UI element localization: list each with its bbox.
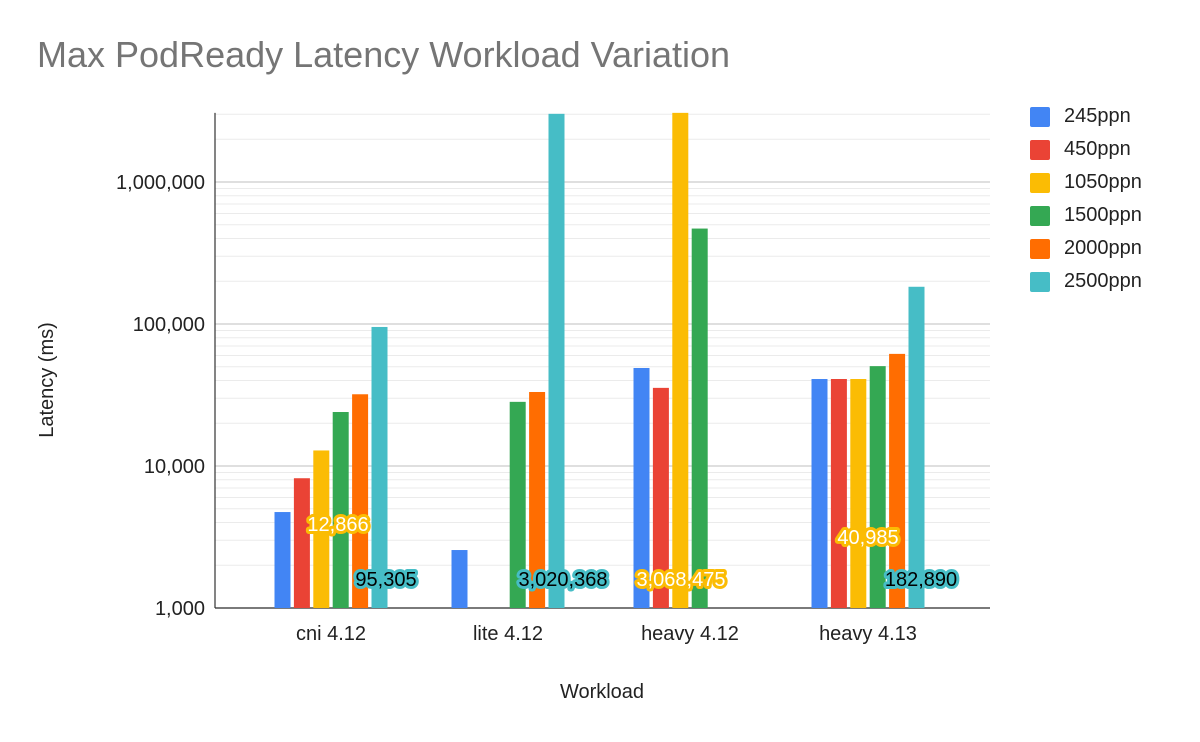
bar-1500ppn[interactable]	[332, 412, 349, 608]
y-tick-label: 10,000	[144, 456, 205, 478]
data-label-halo: 3,020,368	[519, 569, 608, 591]
bar-1500ppn[interactable]	[509, 401, 526, 608]
legend-item-1050ppn[interactable]: 1050ppn	[1030, 166, 1142, 199]
legend-swatch	[1030, 172, 1050, 193]
legend-item-2500ppn[interactable]: 2500ppn	[1030, 265, 1142, 298]
bar-450ppn[interactable]	[293, 478, 310, 608]
bar-1050ppn[interactable]	[313, 450, 330, 608]
legend-label: 2000ppn	[1064, 237, 1142, 259]
x-tick-label: heavy 4.12	[641, 623, 739, 645]
legend-label: 2500ppn	[1064, 270, 1142, 292]
legend-item-2000ppn[interactable]: 2000ppn	[1030, 232, 1142, 265]
legend-label: 1500ppn	[1064, 204, 1142, 226]
x-tick-label: cni 4.12	[296, 623, 366, 645]
legend-swatch	[1030, 271, 1050, 292]
bar-2000ppn[interactable]	[529, 391, 546, 608]
legend-swatch	[1030, 106, 1050, 127]
legend-item-245ppn[interactable]: 245ppn	[1030, 100, 1142, 133]
data-label: 95,305	[355, 569, 416, 591]
data-label: 3,020,368	[519, 569, 608, 591]
legend-label: 450ppn	[1064, 138, 1131, 160]
legend-label: 245ppn	[1064, 105, 1131, 127]
bar-450ppn[interactable]	[652, 387, 669, 608]
bar-245ppn[interactable]	[633, 367, 650, 608]
x-tick-label: heavy 4.13	[819, 623, 917, 645]
x-axis-title: Workload	[560, 681, 644, 703]
bar-1050ppn[interactable]	[850, 379, 867, 608]
data-label-halo: 40,985	[837, 527, 898, 549]
y-axis-title: Latency (ms)	[36, 322, 58, 438]
data-label: 182,890	[885, 569, 957, 591]
bar-2000ppn[interactable]	[352, 394, 369, 608]
legend-item-1500ppn[interactable]: 1500ppn	[1030, 199, 1142, 232]
x-tick-label: lite 4.12	[473, 623, 543, 645]
data-label-halo: 182,890	[885, 569, 957, 591]
bar-1500ppn[interactable]	[691, 228, 708, 608]
data-label: 40,985	[837, 527, 898, 549]
data-label: 3,068,475	[637, 569, 726, 591]
bar-1500ppn[interactable]	[869, 366, 886, 608]
legend-item-450ppn[interactable]: 450ppn	[1030, 133, 1142, 166]
data-label: 12,866	[307, 514, 368, 536]
bar-450ppn[interactable]	[830, 379, 847, 608]
bar-245ppn[interactable]	[274, 512, 291, 608]
bar-245ppn[interactable]	[451, 550, 468, 608]
data-label-halo: 12,866	[307, 514, 368, 536]
bar-2500ppn[interactable]	[548, 113, 565, 609]
chart-title: Max PodReady Latency Workload Variation	[37, 34, 731, 75]
bar-1050ppn[interactable]	[672, 112, 689, 608]
legend-swatch	[1030, 139, 1050, 160]
data-label-halo: 3,068,475	[637, 569, 726, 591]
data-label-halo: 95,305	[355, 569, 416, 591]
bar-245ppn[interactable]	[811, 379, 828, 608]
y-tick-label: 1,000,000	[116, 172, 205, 194]
y-tick-label: 100,000	[133, 314, 205, 336]
legend-swatch	[1030, 205, 1050, 226]
bar-2000ppn[interactable]	[889, 353, 906, 608]
legend-label: 1050ppn	[1064, 171, 1142, 193]
bar-2500ppn[interactable]	[908, 286, 925, 608]
legend-swatch	[1030, 238, 1050, 259]
y-tick-label: 1,000	[155, 598, 205, 620]
legend: 245ppn 450ppn 1050ppn 1500ppn 2000ppn 2500ppn	[1030, 100, 1142, 298]
bar-2500ppn[interactable]	[371, 326, 388, 608]
